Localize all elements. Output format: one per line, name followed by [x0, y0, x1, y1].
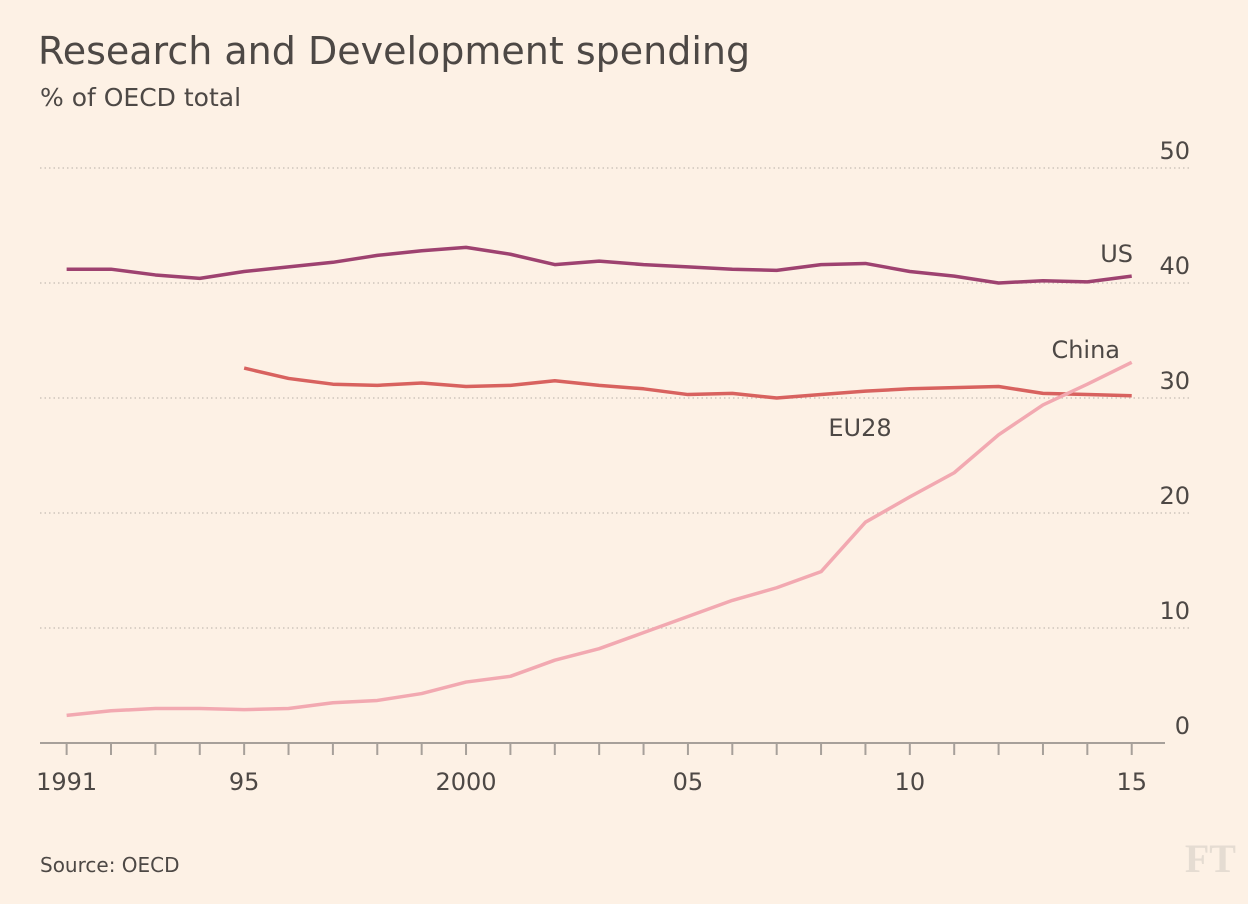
source: Source: OECD: [40, 853, 180, 877]
x-tick-label: 95: [229, 768, 260, 796]
x-tick-label: 15: [1116, 768, 1147, 796]
series-line: [66, 245, 1132, 285]
y-tick-label: 0: [1175, 712, 1190, 740]
x-tick-label: 1991: [36, 768, 97, 796]
series-label: US: [1100, 240, 1133, 268]
series-line: [66, 360, 1133, 718]
y-tick-label: 10: [1159, 597, 1190, 625]
logo: FT: [1185, 836, 1236, 881]
y-tick-label: 40: [1159, 252, 1190, 280]
series-label: EU28: [828, 414, 891, 442]
chart-subtitle: % of OECD total: [40, 83, 241, 112]
y-tick-label: 30: [1159, 367, 1190, 395]
series-label: China: [1051, 336, 1120, 364]
chart-title: Research and Development spending: [38, 29, 750, 73]
y-tick-label: 50: [1159, 137, 1190, 165]
x-tick-label: 2000: [435, 768, 496, 796]
y-tick-label: 20: [1159, 482, 1190, 510]
series-line: [243, 366, 1132, 400]
x-tick-label: 05: [673, 768, 704, 796]
x-tick-label: 10: [895, 768, 926, 796]
